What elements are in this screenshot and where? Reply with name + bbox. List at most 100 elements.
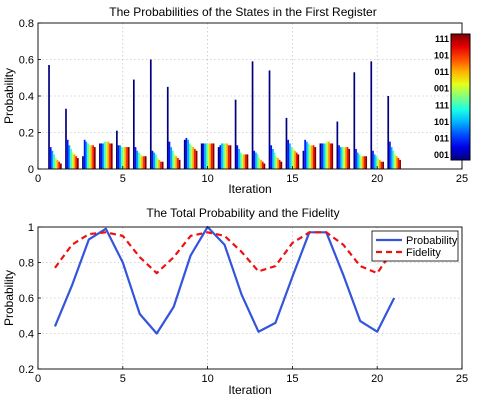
bar-iter-2-state-100 (71, 152, 74, 169)
line-chart-y-label: Probability (2, 270, 16, 326)
bar-iter-10-state-010 (204, 143, 206, 169)
bar-iter-4-state-100 (105, 141, 108, 170)
bar-iter-16-state-110 (312, 145, 315, 169)
bar-iter-8-state-111 (178, 159, 181, 170)
bar-iter-11-state-011 (222, 143, 225, 169)
bar-iter-20-state-101 (378, 159, 381, 170)
bar-iter-18-state-111 (348, 148, 351, 169)
bar-iter-17-state-101 (328, 141, 330, 170)
bar-iter-16-state-111 (314, 147, 317, 169)
bar-iter-20-state-010 (373, 154, 376, 169)
bar-chart-y-tick-label: 0.6 (19, 55, 34, 67)
bar-iter-12-state-010 (238, 148, 240, 169)
bar-iter-2-state-101 (73, 154, 76, 169)
bar-iter-15-state-100 (292, 148, 295, 169)
bar-iter-7-state-100 (156, 158, 159, 169)
bar-iter-16-state-101 (311, 145, 313, 169)
bar-iter-6-state-100 (139, 154, 142, 169)
bar-iter-17-state-011 (324, 143, 327, 169)
bar-iter-16-state-010 (305, 141, 308, 170)
bar-iter-4-state-001 (100, 143, 103, 169)
bar-iter-6-state-011 (138, 152, 140, 169)
colorbar-label: 111 (435, 100, 449, 110)
bar-iter-12-state-001 (236, 145, 239, 169)
bar-iter-17-state-001 (321, 143, 323, 169)
bar-iter-3-state-100 (88, 145, 91, 169)
line-chart-x-tick-label: 0 (35, 373, 41, 385)
bar-iter-18-state-101 (344, 147, 347, 169)
bar-iter-13-state-010 (255, 152, 257, 169)
bar-iter-4-state-110 (109, 143, 111, 169)
bar-iter-11-state-000 (217, 147, 220, 169)
bar-iter-2-state-011 (70, 148, 72, 169)
bar-iter-14-state-111 (280, 161, 283, 169)
bar-iter-19-state-001 (355, 148, 357, 169)
line-chart-x-tick-label: 10 (201, 373, 213, 385)
legend-box (371, 230, 459, 262)
bar-chart-x-tick-label: 10 (201, 173, 213, 185)
bar-iter-18-state-110 (346, 147, 349, 169)
bar-iter-21-state-000 (387, 96, 390, 169)
legend-label: Fidelity (406, 247, 441, 259)
bar-iter-15-state-110 (295, 152, 298, 169)
bar-chart-y-label: Probability (2, 68, 16, 124)
colorbar-label: 011 (434, 133, 449, 143)
bar-iter-12-state-110 (244, 154, 247, 169)
bar-iter-8-state-001 (168, 141, 171, 170)
bar-iter-9-state-111 (195, 150, 198, 169)
bar-iter-21-state-100 (394, 154, 396, 169)
bar-iter-20-state-001 (372, 150, 374, 169)
line-chart-x-tick-label: 25 (456, 373, 468, 385)
bar-iter-3-state-010 (85, 141, 88, 170)
bar-chart-x-tick-label: 20 (371, 173, 383, 185)
bar-iter-10-state-000 (200, 143, 203, 169)
bar-iter-15-state-111 (297, 154, 300, 169)
legend-label: Probability (406, 235, 458, 247)
bar-iter-16-state-000 (302, 150, 305, 169)
bar-iter-2-state-000 (65, 108, 67, 169)
bar-iter-20-state-111 (382, 161, 384, 169)
bar-iter-1-state-001 (49, 147, 52, 169)
bar-iter-11-state-110 (227, 145, 230, 169)
bar-iter-13-state-101 (260, 159, 262, 170)
bar-iter-10-state-011 (205, 143, 208, 169)
bar-iter-20-state-110 (380, 161, 383, 169)
bar-iter-6-state-000 (132, 79, 135, 169)
bar-chart-x-tick-label: 5 (120, 173, 126, 185)
bar-iter-13-state-011 (256, 154, 259, 169)
bar-iter-3-state-111 (93, 147, 96, 169)
bar-iter-20-state-100 (377, 158, 379, 169)
bar-iter-5-state-010 (119, 145, 122, 169)
bar-iter-9-state-001 (185, 137, 188, 169)
bar-iter-7-state-001 (151, 150, 154, 169)
bar-iter-2-state-010 (68, 145, 71, 169)
bar-iter-8-state-110 (177, 158, 179, 169)
bar-iter-14-state-110 (278, 159, 281, 170)
bar-iter-14-state-001 (270, 145, 273, 169)
bar-iter-12-state-011 (239, 152, 242, 169)
bar-iter-9-state-100 (190, 145, 193, 169)
series-line-probability (53, 225, 396, 335)
bar-iter-20-state-000 (370, 61, 373, 169)
colorbar: 111 101 011 001 111 101 011 001 (434, 33, 471, 161)
bar-chart: The Probabilities of the States in the F… (2, 5, 471, 196)
bar-iter-3-state-101 (90, 145, 93, 169)
line-chart-x-tick-label: 5 (120, 373, 126, 385)
line-chart-y-tick-label: 1 (28, 222, 34, 234)
bar-iter-4-state-010 (102, 143, 105, 169)
bar-iter-11-state-101 (226, 143, 228, 169)
bar-iter-7-state-000 (149, 59, 152, 169)
bar-iter-18-state-001 (338, 145, 340, 169)
bar-iter-6-state-111 (144, 156, 147, 169)
bar-iter-15-state-000 (285, 117, 288, 169)
bar-iter-6-state-010 (136, 150, 139, 169)
bar-iter-14-state-101 (277, 158, 279, 169)
bar-iter-8-state-010 (170, 147, 172, 169)
bar-iter-17-state-000 (319, 143, 322, 169)
bar-iter-6-state-001 (134, 147, 137, 169)
bar-iter-21-state-001 (389, 141, 391, 170)
colorbar-label: 001 (434, 84, 449, 94)
bar-iter-10-state-001 (202, 143, 205, 169)
bar-iter-17-state-010 (322, 143, 325, 169)
